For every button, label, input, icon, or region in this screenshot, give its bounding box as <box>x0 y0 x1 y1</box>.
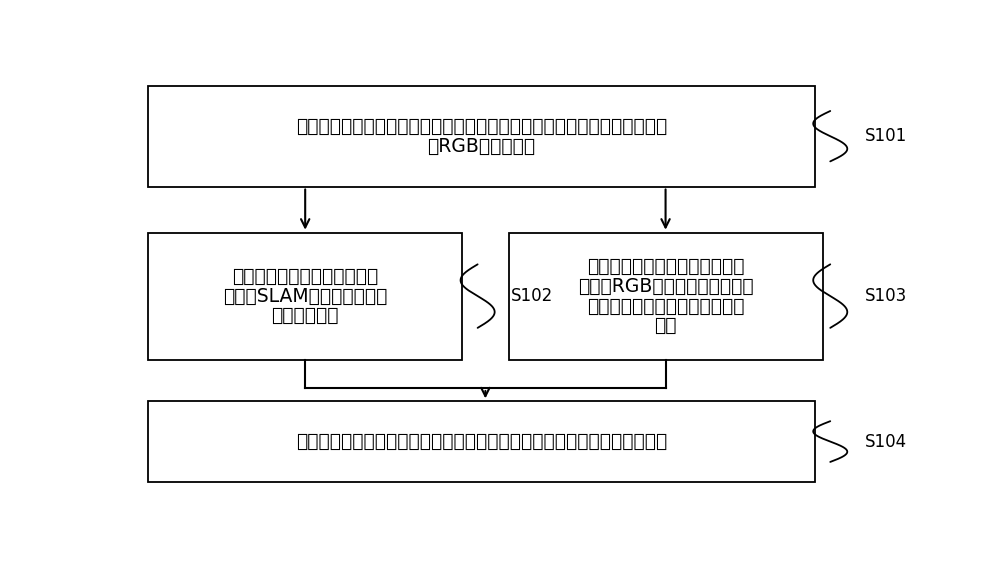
FancyBboxPatch shape <box>148 401 815 483</box>
Text: 基于各个深度图通过同时定位: 基于各个深度图通过同时定位 <box>232 267 378 286</box>
Text: S102: S102 <box>511 287 553 305</box>
Text: 括RGB图与深度图: 括RGB图与深度图 <box>427 137 536 155</box>
Text: 间的三维地图: 间的三维地图 <box>271 306 339 325</box>
Text: S104: S104 <box>865 432 907 451</box>
FancyBboxPatch shape <box>509 233 822 360</box>
Text: 通过深度相机获取扫地机器人在所处的环境空间的多个位置的图像，图像包: 通过深度相机获取扫地机器人在所处的环境空间的多个位置的图像，图像包 <box>296 117 667 136</box>
Text: S101: S101 <box>865 127 907 145</box>
Text: 通过预训练的神经网络识别模型: 通过预训练的神经网络识别模型 <box>587 257 744 276</box>
FancyBboxPatch shape <box>148 86 815 187</box>
Text: 与建图SLAM算法构建环境空: 与建图SLAM算法构建环境空 <box>223 287 387 306</box>
Text: 对三维地图与得到的各个障碍物的语义信息进行融合处理得到三维语义地图: 对三维地图与得到的各个障碍物的语义信息进行融合处理得到三维语义地图 <box>296 432 667 451</box>
Text: S103: S103 <box>865 287 907 305</box>
Text: 信息: 信息 <box>654 316 677 335</box>
FancyBboxPatch shape <box>148 233 462 360</box>
Text: 到环境空间中各个障碍物的语义: 到环境空间中各个障碍物的语义 <box>587 296 744 315</box>
Text: 对各个RGB图进行语义识别，得: 对各个RGB图进行语义识别，得 <box>578 277 753 296</box>
